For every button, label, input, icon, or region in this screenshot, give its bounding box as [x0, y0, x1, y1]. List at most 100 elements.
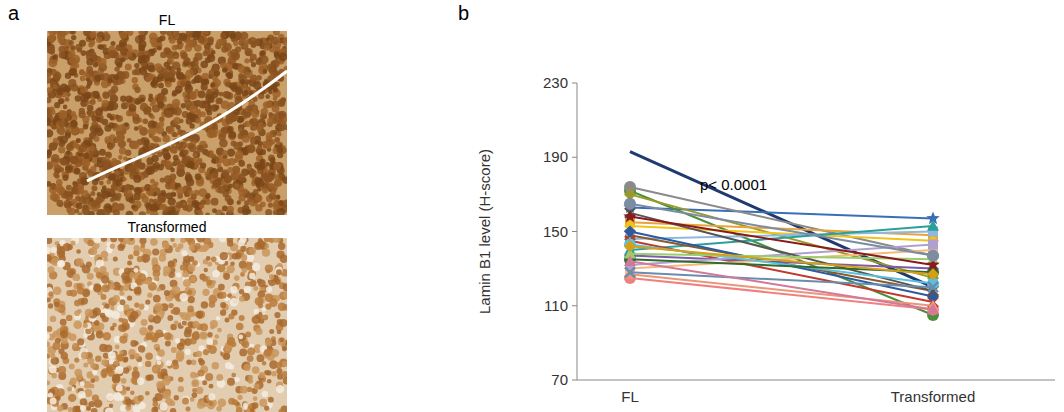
- cell-nucleus: [242, 135, 250, 143]
- cell-nucleus: [203, 31, 209, 35]
- cell-nucleus: [131, 205, 136, 210]
- cell-nucleus: [238, 174, 245, 181]
- cell-nucleus: [230, 33, 236, 39]
- cell-nucleus: [183, 143, 188, 148]
- cell-nucleus: [175, 338, 180, 343]
- cell-nucleus: [71, 62, 76, 67]
- cell-nucleus: [175, 210, 180, 215]
- cell-nucleus: [220, 33, 226, 39]
- cell-nucleus: [108, 122, 114, 128]
- cell-nucleus: [83, 153, 89, 159]
- cell-nucleus: [181, 52, 188, 59]
- cell-nucleus: [84, 92, 91, 99]
- cell-nucleus: [219, 238, 227, 242]
- cell-nucleus: [64, 46, 69, 51]
- cell-nucleus: [249, 58, 254, 63]
- cell-nucleus: [243, 40, 248, 45]
- cell-nucleus: [71, 199, 76, 204]
- cell-nucleus: [271, 189, 276, 194]
- cell-nucleus: [123, 367, 130, 374]
- cell-nucleus: [228, 132, 236, 140]
- cell-nucleus: [77, 338, 84, 345]
- cell-nucleus: [266, 132, 273, 139]
- cell-nucleus: [211, 104, 218, 111]
- cell-nucleus: [51, 154, 59, 162]
- cell-nucleus: [154, 63, 162, 71]
- cell-nucleus: [144, 139, 150, 145]
- cell-nucleus: [48, 35, 56, 43]
- cell-nucleus: [102, 185, 107, 190]
- cell-nucleus: [277, 319, 283, 325]
- cell-nucleus: [238, 65, 246, 73]
- cell-nucleus: [220, 213, 225, 216]
- cell-nucleus: [111, 158, 117, 164]
- cell-nucleus: [251, 43, 256, 48]
- cell-nucleus: [99, 58, 106, 65]
- cell-nucleus: [151, 407, 158, 412]
- cell-nucleus: [230, 49, 238, 57]
- cell-nucleus: [205, 213, 210, 216]
- cell-nucleus: [63, 105, 68, 110]
- cell-nucleus: [154, 136, 159, 141]
- cell-nucleus: [271, 371, 276, 376]
- cell-nucleus: [76, 249, 81, 254]
- cell-nucleus: [134, 63, 139, 68]
- cell-nucleus: [178, 243, 184, 249]
- cell-nucleus: [156, 126, 164, 134]
- cell-nucleus: [74, 168, 81, 175]
- cell-nucleus: [91, 185, 97, 191]
- cell-nucleus: [116, 115, 123, 122]
- cell-nucleus: [233, 183, 240, 190]
- cell-nucleus: [70, 31, 76, 35]
- cell-nucleus: [96, 94, 101, 99]
- cell-nucleus: [56, 186, 65, 195]
- cell-nucleus: [147, 293, 152, 298]
- cell-nucleus: [53, 84, 58, 89]
- cell-nucleus: [172, 90, 178, 96]
- cell-nucleus: [202, 78, 210, 86]
- cell-nucleus: [200, 163, 206, 169]
- cell-nucleus: [47, 247, 51, 255]
- cell-nucleus: [178, 377, 184, 383]
- cell-nucleus: [54, 72, 62, 80]
- cell-nucleus: [284, 125, 288, 131]
- cell-nucleus: [76, 139, 80, 143]
- cell-nucleus: [277, 147, 284, 154]
- cell-nucleus: [270, 139, 275, 144]
- cell-nucleus: [103, 332, 111, 340]
- cell-nucleus: [134, 353, 140, 359]
- cell-nucleus: [83, 362, 88, 367]
- cell-nucleus: [242, 209, 249, 216]
- cell-nucleus: [116, 133, 125, 142]
- cell-nucleus: [238, 160, 245, 167]
- cell-nucleus: [145, 391, 150, 396]
- cell-nucleus: [111, 184, 117, 190]
- cell-nucleus: [240, 79, 246, 85]
- cell-nucleus: [65, 97, 70, 102]
- cell-nucleus: [258, 163, 265, 170]
- cell-nucleus: [101, 238, 108, 242]
- cell-nucleus: [100, 313, 106, 319]
- cell-nucleus: [97, 44, 102, 49]
- cell-nucleus: [74, 300, 81, 307]
- cell-nucleus: [158, 195, 166, 203]
- cell-nucleus: [82, 158, 90, 166]
- cell-nucleus: [160, 31, 168, 35]
- cell-nucleus: [200, 323, 208, 331]
- cell-nucleus: [119, 147, 126, 154]
- cell-nucleus: [221, 101, 230, 110]
- cell-nucleus: [137, 378, 144, 385]
- cell-nucleus: [164, 62, 170, 68]
- cell-nucleus: [80, 76, 86, 82]
- cell-nucleus: [157, 164, 164, 171]
- cell-nucleus: [187, 306, 194, 313]
- cell-nucleus: [126, 96, 133, 103]
- cell-nucleus: [160, 178, 165, 183]
- cell-nucleus: [58, 119, 66, 127]
- cell-nucleus: [157, 102, 164, 109]
- cell-nucleus: [117, 71, 122, 76]
- cell-nucleus: [153, 295, 161, 303]
- cell-nucleus: [240, 131, 245, 136]
- cell-nucleus: [94, 136, 100, 142]
- cell-nucleus: [227, 206, 234, 213]
